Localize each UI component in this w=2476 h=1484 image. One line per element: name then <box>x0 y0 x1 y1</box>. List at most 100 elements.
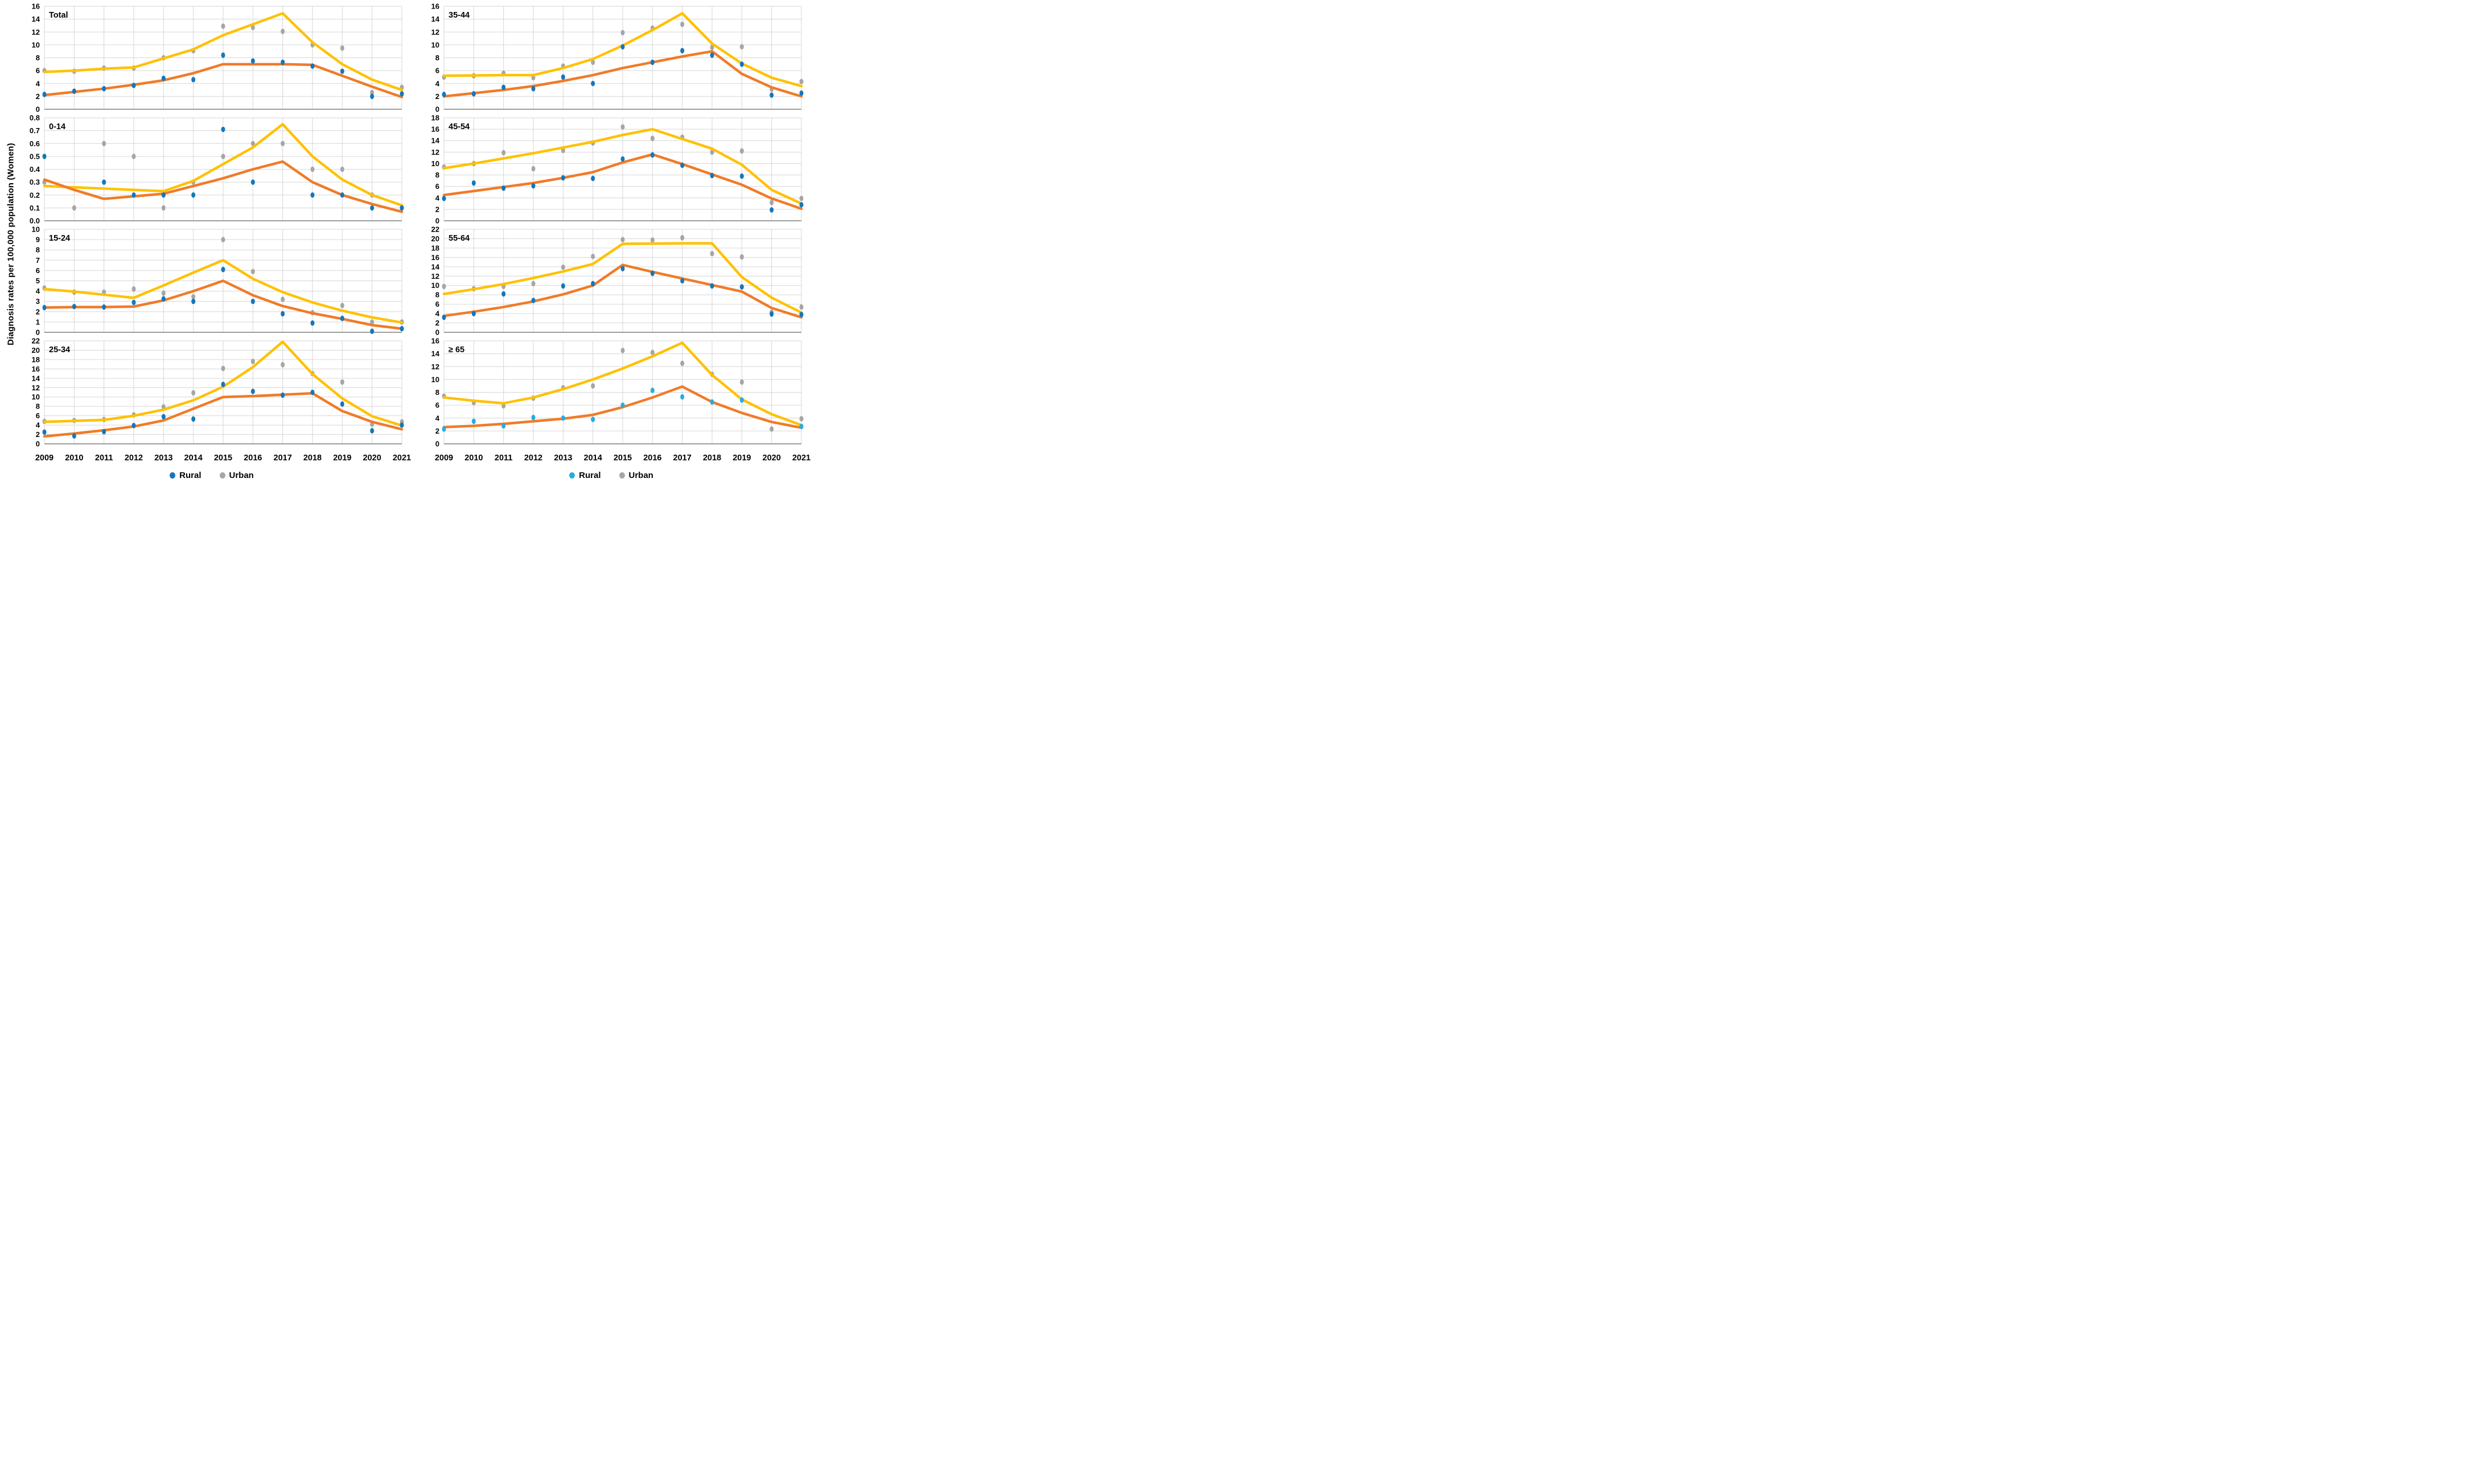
rural-point <box>591 417 595 422</box>
y-tick-label: 0.0 <box>30 217 40 225</box>
y-tick-label: 4 <box>435 79 440 88</box>
y-tick-label: 12 <box>431 148 439 156</box>
panel-title: Total <box>49 11 68 20</box>
y-tick-label: 0 <box>36 105 40 114</box>
rural-point <box>710 399 714 405</box>
urban-point <box>250 24 255 31</box>
rural-point <box>102 304 106 310</box>
legend-item-urban: Urban <box>619 471 653 480</box>
year-label: 2014 <box>184 454 203 463</box>
panel-title: 15-24 <box>49 234 70 243</box>
figure: Diagnosis rates per 100,000 population (… <box>0 0 825 490</box>
rural-point <box>501 423 506 429</box>
y-tick-label: 0.2 <box>30 191 40 199</box>
rural-point <box>102 86 106 92</box>
urban-point <box>340 379 344 385</box>
panel-0-14-chart: 0.0 0.1 0.2 0.3 0.4 0.5 0.6 0.7 0.8 0-14 <box>30 114 404 225</box>
y-tick-label: 0.5 <box>30 152 40 160</box>
rural-legend-dot-icon <box>569 472 575 479</box>
y-tick-label: 6 <box>435 401 439 410</box>
rural-point <box>72 88 76 94</box>
rural-trend-line <box>442 263 803 319</box>
y-tick-label: 0 <box>435 105 439 114</box>
rural-point <box>191 298 196 304</box>
rural-point <box>531 414 536 421</box>
y-tick-label: 14 <box>431 15 440 23</box>
rural-points <box>442 44 804 98</box>
y-tick-label: 0.4 <box>30 165 40 174</box>
year-label: 2011 <box>495 454 512 463</box>
y-tick-label: 6 <box>435 67 439 75</box>
rural-points <box>442 388 804 432</box>
urban-point <box>221 23 225 29</box>
rural-point <box>650 270 655 277</box>
urban-point <box>650 237 655 243</box>
y-tick-label: 12 <box>431 362 439 371</box>
urban-point <box>131 154 136 159</box>
year-label: 2016 <box>244 454 262 463</box>
y-tick-label: 16 <box>32 2 40 11</box>
rural-points <box>442 266 804 320</box>
urban-point <box>591 59 595 65</box>
panel-total: 0 2 4 6 8 10 12 14 16 Total <box>19 2 404 115</box>
y-tick-label: 6 <box>435 300 439 308</box>
y-tick-label: 12 <box>32 28 40 36</box>
year-label: 2020 <box>363 454 381 463</box>
urban-points <box>442 124 804 205</box>
y-tick-label: 12 <box>431 272 439 281</box>
rural-point <box>471 418 476 424</box>
urban-point <box>250 269 255 275</box>
rural-point <box>42 154 47 159</box>
rural-point <box>442 195 446 201</box>
y-tick-label: 0 <box>435 440 439 448</box>
urban-point <box>221 154 225 159</box>
y-tick-label: 2 <box>36 430 40 439</box>
urban-point <box>340 45 344 51</box>
y-tick-label: 16 <box>32 365 40 373</box>
rural-point <box>799 423 804 430</box>
urban-point <box>680 360 685 366</box>
rural-point <box>710 172 714 179</box>
y-tick-label: 6 <box>36 411 40 420</box>
rural-point <box>770 92 774 98</box>
panel-55-64: 0 2 4 6 8 10 12 14 16 18 20 22 55-64 <box>419 225 804 338</box>
rural-point <box>370 328 375 334</box>
y-tick-label: 2 <box>435 205 439 213</box>
panel-45-54: 0 2 4 6 8 10 12 14 16 18 45-54 <box>419 114 804 226</box>
y-tick-label: 8 <box>435 53 439 62</box>
y-tick-label: 0.1 <box>30 204 40 212</box>
rural-point <box>739 61 744 67</box>
rural-point <box>591 281 595 287</box>
urban-point <box>620 348 625 353</box>
urban-point <box>161 290 166 296</box>
urban-point <box>591 383 595 389</box>
urban-point <box>650 135 655 141</box>
panel-45-54-chart: 0 2 4 6 8 10 12 14 16 18 45-54 <box>431 114 804 225</box>
rural-point <box>400 325 404 332</box>
year-label: 2014 <box>584 454 602 463</box>
y-tick-label: 10 <box>32 225 40 234</box>
urban-point <box>591 253 595 259</box>
panel-15-24: 0 1 2 3 4 5 6 7 8 9 10 15-24 <box>19 225 404 338</box>
urban-point <box>281 141 285 147</box>
rural-point <box>340 401 344 407</box>
legend-urban-label: Urban <box>628 470 653 480</box>
urban-point <box>442 283 446 290</box>
rural-point <box>561 283 565 289</box>
urban-point <box>680 21 685 27</box>
year-label: 2017 <box>274 454 292 463</box>
year-label: 2021 <box>792 454 811 463</box>
y-tick-label: 14 <box>32 374 40 382</box>
rural-point <box>650 388 655 393</box>
rural-point <box>471 311 476 316</box>
rural-point <box>471 180 476 186</box>
rural-point <box>770 311 774 317</box>
legend-item-urban: Urban <box>219 471 254 480</box>
urban-point <box>370 89 375 96</box>
rural-point <box>799 202 804 208</box>
urban-point <box>680 235 685 241</box>
y-tick-label: 22 <box>32 337 40 345</box>
rural-point <box>250 58 255 64</box>
y-tick-label: 4 <box>435 310 440 318</box>
rural-point <box>281 59 285 65</box>
